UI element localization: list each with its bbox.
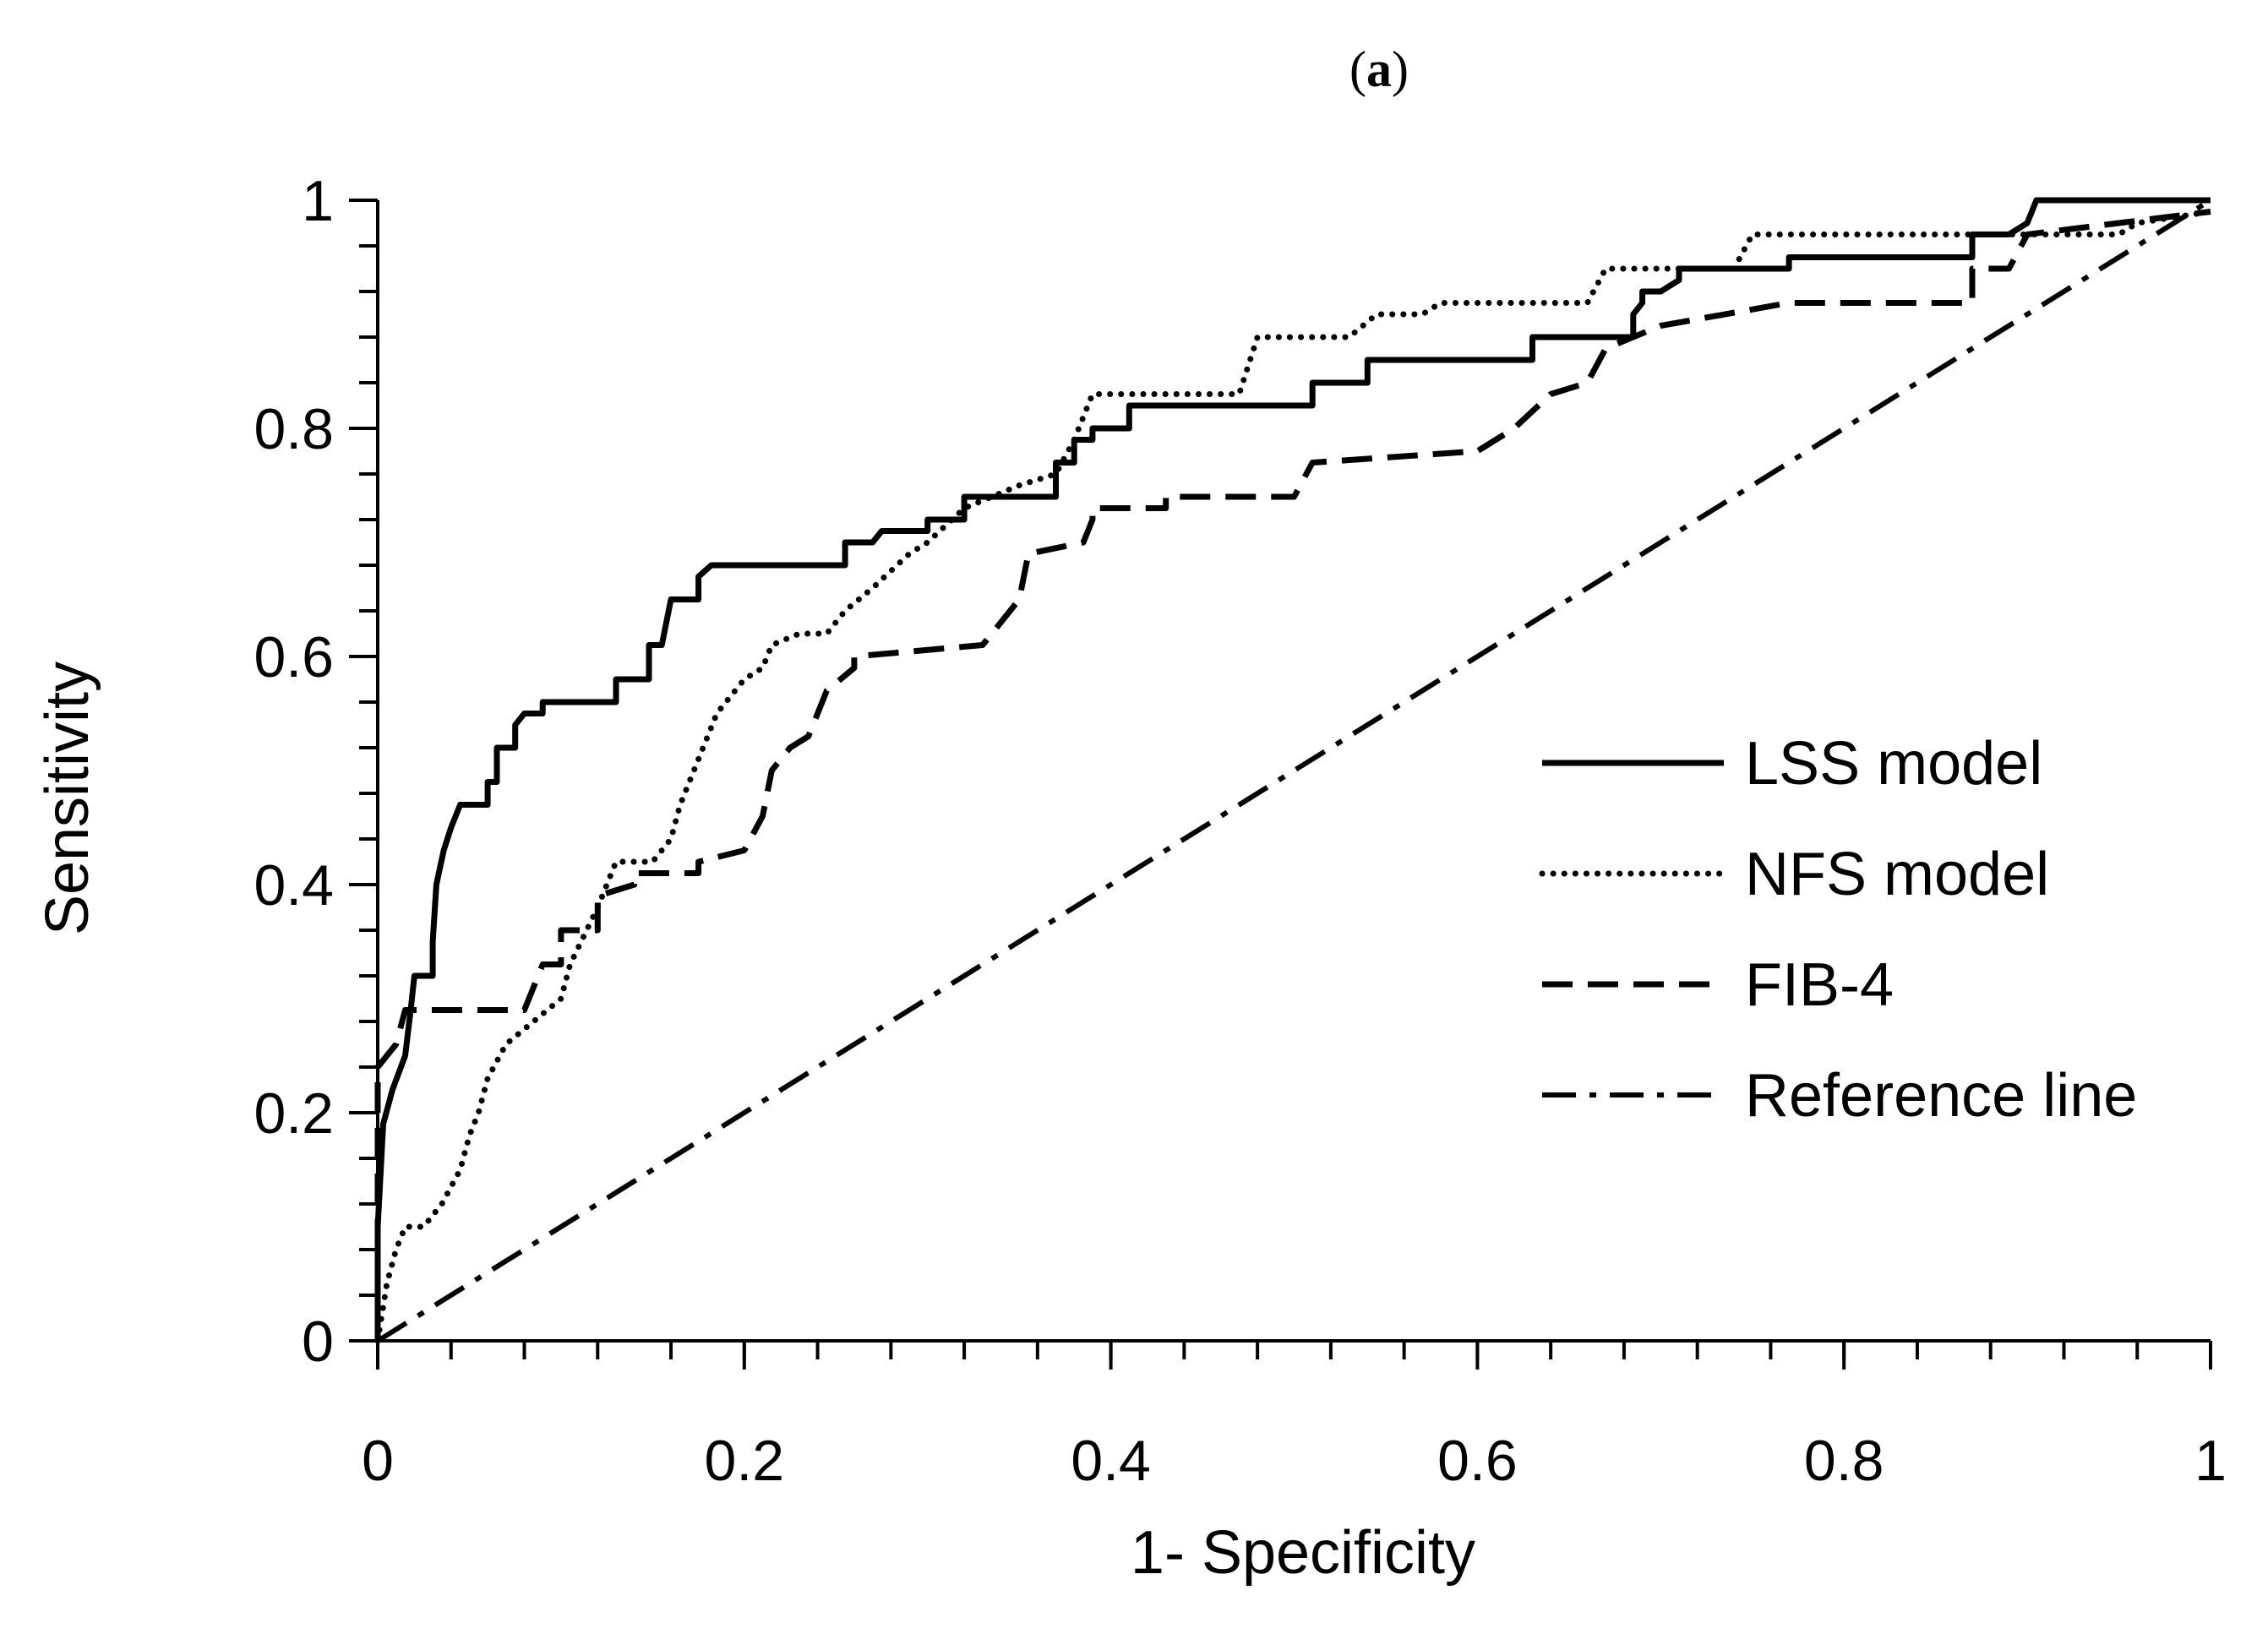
panel-label-letter: a bbox=[1366, 41, 1392, 97]
y-tick-label: 0.2 bbox=[254, 1081, 334, 1146]
series-layer bbox=[374, 197, 2214, 1344]
x-tick-labels: 0 0.2 0.4 0.6 0.8 1 bbox=[362, 1429, 2227, 1493]
legend-label-lss-model: LSS model bbox=[1745, 730, 2042, 798]
series-lss-model bbox=[374, 197, 2211, 1341]
y-tick-label: 0.8 bbox=[254, 397, 334, 461]
y-tick-label: 1 bbox=[302, 169, 334, 233]
series-fib-4 bbox=[374, 209, 2211, 1341]
x-tick-label: 0.8 bbox=[1804, 1429, 1884, 1493]
panel-label-close: ) bbox=[1392, 41, 1409, 97]
major-ticks bbox=[349, 199, 2212, 1370]
y-tick-label: 0.4 bbox=[254, 853, 334, 918]
legend-label-fib-4: FIB-4 bbox=[1745, 951, 1894, 1019]
x-tick-label: 0 bbox=[362, 1429, 394, 1493]
x-tick-label: 0.4 bbox=[1071, 1429, 1151, 1493]
y-tick-label: 0.6 bbox=[254, 625, 334, 689]
x-tick-label: 0.6 bbox=[1437, 1429, 1518, 1493]
legend-label-nfs-model: NFS model bbox=[1745, 841, 2049, 908]
x-tick-label: 0.2 bbox=[705, 1429, 785, 1493]
y-axis-title: Sensitivity bbox=[34, 662, 101, 935]
panel-label-open: ( bbox=[1349, 41, 1366, 97]
y-tick-labels: 0 0.2 0.4 0.6 0.8 1 bbox=[254, 169, 334, 1374]
legend: LSS model NFS model FIB-4 Reference line bbox=[1539, 730, 2137, 1130]
panel-label: (a) bbox=[1349, 41, 1409, 97]
x-axis-title: 1- Specificity bbox=[1131, 1519, 1475, 1587]
x-tick-label: 1 bbox=[2194, 1429, 2227, 1493]
y-tick-label: 0 bbox=[302, 1310, 334, 1374]
series-reference-line bbox=[376, 198, 2212, 1343]
legend-label-reference-line: Reference line bbox=[1745, 1062, 2137, 1130]
